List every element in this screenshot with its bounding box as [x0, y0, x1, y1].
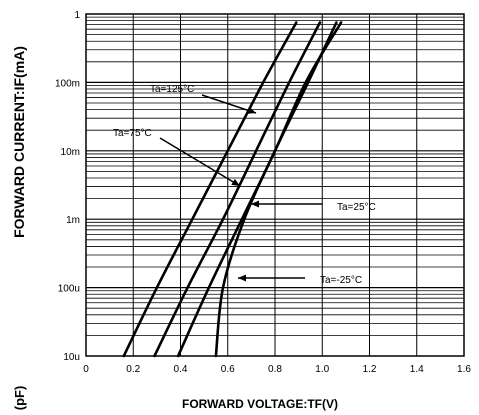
series-curve: [176, 21, 343, 358]
y-tick-label: 100m: [55, 78, 80, 89]
corner-label: (pF): [12, 386, 27, 411]
annotation-leader-line: [201, 94, 257, 114]
x-tick-label: 0.2: [126, 364, 140, 375]
series-annotation-label: Ta=125°C: [150, 84, 194, 95]
y-tick-label: 10u: [63, 352, 80, 363]
x-tick-label: 0.4: [174, 364, 188, 375]
y-tick-label: 1: [74, 10, 80, 21]
annotation-leader-line: [159, 137, 241, 187]
plot-frame: [85, 13, 465, 357]
x-tick-label: 1.0: [315, 364, 329, 375]
series-annotation-label: Ta=-25°C: [320, 275, 362, 286]
annotation-arrowhead: [238, 274, 246, 282]
series-annotation-label: Ta=25°C: [337, 202, 376, 213]
x-tick-label: 1.6: [457, 364, 471, 375]
y-tick-label: 1m: [66, 215, 80, 226]
y-tick-label: 10m: [61, 147, 80, 158]
series-curve: [122, 21, 298, 358]
grid: [86, 14, 464, 356]
x-axis-title: FORWARD VOLTAGE:TF(V): [182, 397, 338, 411]
series-annotations: Ta=125°C Ta=75°C Ta=25°C Ta=-25°C: [113, 84, 376, 286]
y-tick-labels: 10u 100u 1m 10m 100m 1: [55, 10, 80, 363]
x-tick-label: 0: [83, 364, 89, 375]
series-curve: [153, 21, 322, 358]
series-curves: [122, 21, 343, 358]
x-tick-label: 0.8: [268, 364, 282, 375]
x-tick-label: 0.6: [221, 364, 235, 375]
annotation-arrowhead: [247, 107, 256, 114]
series-annotation-label: Ta=75°C: [113, 128, 152, 139]
x-tick-label: 1.4: [410, 364, 424, 375]
annotation-arrowhead: [251, 200, 259, 208]
y-axis-title: FORWARD CURRENT:IF(mA): [11, 46, 27, 238]
annotation-arrowhead: [231, 178, 240, 186]
y-tick-label: 100u: [58, 284, 80, 295]
x-tick-labels: 0 0.2 0.4 0.6 0.8 1.0 1.2 1.4 1.6: [83, 364, 471, 375]
x-tick-label: 1.2: [363, 364, 377, 375]
series-curve: [214, 21, 338, 358]
